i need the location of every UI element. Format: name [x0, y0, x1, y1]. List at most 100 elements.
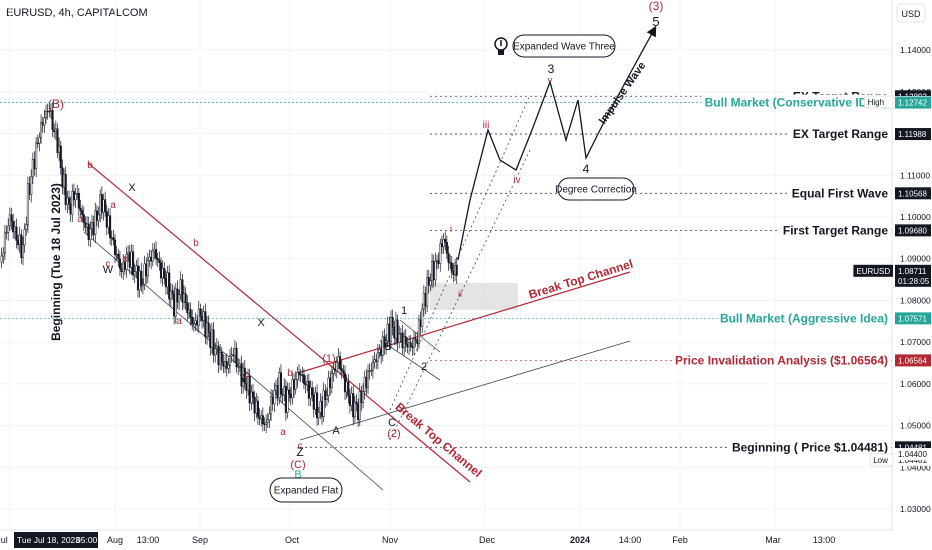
wave-label-b: b — [122, 254, 128, 265]
degree-correction-callout-text: Degree Correction — [555, 185, 637, 196]
candle-body — [424, 293, 427, 307]
price-tick-label: 1.08000 — [900, 295, 931, 305]
candle-body — [33, 159, 36, 170]
candle-body — [398, 333, 401, 343]
candle-body — [44, 111, 48, 119]
candle-body — [432, 261, 435, 281]
candle-body — [10, 214, 13, 222]
candle-body — [189, 309, 192, 318]
wave-label-X1: X — [128, 182, 136, 194]
price-box — [895, 187, 931, 200]
candle-body — [182, 293, 186, 303]
price-box — [895, 224, 931, 237]
price-axis[interactable]: USD1.140001.130001.120001.110001.100001.… — [853, 0, 932, 550]
candle-body — [215, 346, 218, 349]
candle-body — [403, 336, 406, 348]
candle-body — [255, 400, 258, 414]
candle-body — [421, 308, 424, 327]
wave-projection — [457, 25, 657, 261]
candle-body — [327, 377, 330, 396]
candle-body — [128, 252, 131, 268]
candle-body — [222, 362, 225, 367]
candle-body — [339, 356, 342, 369]
candle-body — [38, 137, 41, 144]
candle-body — [302, 374, 305, 384]
level-label: Beginning ( Price $1.04481) — [732, 440, 888, 454]
candle-body — [12, 221, 15, 233]
candle-body — [299, 374, 302, 376]
candle-body — [109, 215, 112, 238]
currency-label: USD — [901, 9, 921, 19]
candle-body — [304, 383, 307, 386]
candle-body — [2, 252, 5, 257]
candle-body — [210, 329, 213, 348]
time-axis[interactable]: Jul Aug 13:00 Sep Oct Nov Dec 2024 14:00 Feb Mar 13… — [0, 529, 932, 550]
candle-body — [365, 376, 368, 388]
candle-body — [84, 222, 87, 228]
candle-body — [59, 145, 62, 169]
price-box-label: 1.04481 — [898, 456, 927, 465]
red-down-channel-top — [87, 162, 471, 483]
wave-label-c: c — [106, 259, 111, 270]
candle-body — [238, 363, 241, 367]
price-box — [895, 96, 931, 109]
expanded-flat-callout-text: Expanded Flat — [274, 486, 339, 497]
price-box-label: 1.08711 — [898, 267, 927, 276]
level-label-bg — [672, 352, 891, 369]
time-tick-label: Jul — [0, 535, 8, 545]
candle-body — [171, 290, 174, 295]
candle-body — [102, 199, 105, 213]
candle-body — [357, 403, 360, 420]
candle-body — [63, 174, 66, 188]
wave-label-1: 1 — [401, 305, 407, 317]
candle-body — [376, 352, 379, 362]
candle-body — [64, 174, 67, 205]
candle-body — [69, 203, 72, 215]
candle-body — [268, 413, 271, 421]
wave-label-2-paren: (2) — [387, 428, 400, 440]
price-box-label: 01:28:05 — [898, 277, 930, 286]
level-label-bg — [779, 222, 892, 239]
price-tick-label: 1.05000 — [900, 421, 931, 431]
candle-body — [184, 293, 187, 304]
candle-body — [71, 191, 74, 215]
candle-body — [345, 381, 348, 393]
candle-body — [18, 234, 21, 245]
candle-body — [163, 268, 166, 279]
candle-body — [191, 316, 194, 325]
candle-body — [404, 336, 407, 345]
candle-body — [444, 239, 447, 243]
candle-body — [232, 354, 235, 356]
candle-body — [368, 370, 371, 372]
candle-body — [325, 395, 328, 400]
candle-body — [51, 110, 54, 130]
candle-body — [209, 331, 212, 348]
candle-body — [274, 385, 278, 391]
candle-body — [141, 283, 144, 287]
candle-body — [204, 311, 207, 338]
candle-body — [21, 244, 25, 258]
level-label: First Target Range — [783, 223, 888, 237]
wave-label-Z: Z — [296, 445, 303, 459]
candle-body — [350, 393, 353, 406]
price-tick-label: 1.07000 — [900, 337, 931, 347]
candle-body — [176, 288, 179, 303]
candle-body — [286, 389, 289, 413]
wave-label-i: i — [450, 224, 452, 234]
price-tag-label: EURUSD — [856, 267, 890, 276]
candle-body — [419, 319, 422, 327]
candle-body — [426, 277, 429, 307]
level-label: Bull Market (Conservative IDEA) — [705, 96, 888, 110]
candle-body — [53, 129, 56, 132]
wave-2-connector — [399, 319, 441, 353]
candle-body — [112, 237, 115, 241]
candle-body — [8, 214, 11, 227]
wave-label-B: B — [384, 341, 391, 353]
candle-body — [74, 193, 77, 201]
candle-body — [105, 211, 108, 228]
grid-lines — [0, 0, 892, 530]
currency-button[interactable] — [896, 3, 926, 23]
candle-body — [179, 279, 182, 295]
candle-body — [243, 367, 246, 384]
